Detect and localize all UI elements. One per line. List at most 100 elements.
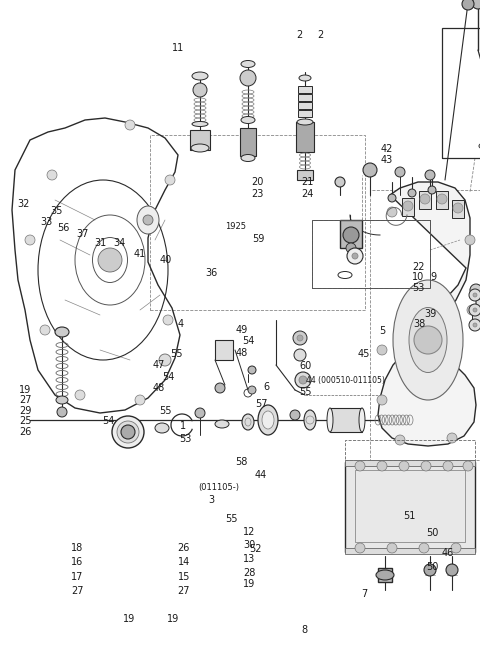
Circle shape	[346, 243, 356, 253]
Circle shape	[121, 425, 135, 439]
Text: 2: 2	[296, 30, 303, 41]
Circle shape	[419, 543, 429, 553]
Text: 6: 6	[263, 382, 269, 392]
Circle shape	[343, 227, 359, 243]
Circle shape	[75, 390, 85, 400]
Circle shape	[414, 326, 442, 354]
Bar	[312, 220, 430, 288]
Circle shape	[25, 235, 35, 245]
Text: 19: 19	[243, 579, 255, 589]
Circle shape	[347, 248, 363, 264]
Ellipse shape	[117, 421, 139, 443]
Text: 24: 24	[301, 188, 314, 199]
Circle shape	[395, 435, 405, 445]
Text: 54: 54	[162, 371, 175, 382]
Text: 53: 53	[412, 283, 424, 293]
Circle shape	[290, 410, 300, 420]
Text: 36: 36	[205, 268, 217, 279]
Circle shape	[447, 433, 457, 443]
Ellipse shape	[297, 119, 313, 125]
Bar	[298, 86, 312, 93]
Text: 2: 2	[317, 30, 324, 41]
Text: 54: 54	[242, 336, 254, 347]
Circle shape	[451, 543, 461, 553]
Text: 26: 26	[19, 426, 32, 437]
Circle shape	[377, 395, 387, 405]
Ellipse shape	[192, 72, 208, 80]
Text: 58: 58	[235, 456, 248, 467]
Text: 59: 59	[252, 234, 265, 245]
Text: 28: 28	[243, 568, 255, 578]
Text: 11: 11	[172, 43, 184, 54]
Bar	[345, 548, 475, 554]
Circle shape	[473, 293, 477, 297]
Bar	[298, 102, 312, 109]
Text: 54: 54	[102, 416, 115, 426]
Circle shape	[355, 461, 365, 471]
Text: 7: 7	[360, 589, 367, 599]
Circle shape	[420, 194, 430, 204]
Text: 47: 47	[153, 360, 165, 370]
Text: 5: 5	[379, 326, 385, 336]
Circle shape	[47, 170, 57, 180]
Ellipse shape	[258, 405, 278, 435]
Circle shape	[163, 315, 173, 325]
Text: 57: 57	[255, 399, 268, 409]
Text: 48: 48	[153, 383, 165, 394]
Text: 60: 60	[300, 361, 312, 371]
Text: 20: 20	[252, 177, 264, 187]
Ellipse shape	[155, 423, 169, 433]
Bar	[472, 308, 480, 322]
Bar	[419, 191, 431, 209]
Text: 41: 41	[134, 249, 146, 259]
Text: 53: 53	[180, 434, 192, 445]
Circle shape	[248, 386, 256, 394]
Ellipse shape	[241, 61, 255, 67]
Text: 9: 9	[430, 272, 436, 283]
Circle shape	[421, 461, 431, 471]
Circle shape	[469, 289, 480, 301]
Bar	[345, 462, 475, 552]
Circle shape	[355, 543, 365, 553]
Bar	[298, 110, 312, 117]
Circle shape	[195, 408, 205, 418]
Text: 51: 51	[403, 511, 416, 521]
Polygon shape	[378, 182, 476, 446]
Ellipse shape	[376, 570, 394, 580]
Text: 22: 22	[412, 262, 424, 272]
Bar	[340, 220, 362, 248]
Ellipse shape	[393, 280, 463, 400]
Text: 40: 40	[160, 255, 172, 266]
Text: 34: 34	[113, 238, 125, 249]
Circle shape	[408, 189, 416, 197]
Text: 29: 29	[19, 405, 32, 416]
Text: 27: 27	[71, 586, 84, 596]
Ellipse shape	[215, 420, 229, 428]
Text: 38: 38	[414, 319, 426, 330]
Circle shape	[469, 319, 480, 331]
Circle shape	[297, 335, 303, 341]
Circle shape	[57, 407, 67, 417]
Text: 32: 32	[17, 199, 29, 209]
Text: 27: 27	[178, 586, 190, 596]
Circle shape	[424, 564, 436, 576]
Circle shape	[294, 349, 306, 361]
Text: 14: 14	[178, 557, 190, 568]
Bar	[355, 470, 465, 542]
Circle shape	[335, 177, 345, 187]
Text: 23: 23	[252, 188, 264, 199]
Circle shape	[462, 0, 474, 10]
Ellipse shape	[409, 307, 447, 373]
Circle shape	[473, 308, 477, 312]
Ellipse shape	[327, 408, 333, 432]
Bar	[215, 340, 233, 360]
Ellipse shape	[191, 144, 209, 152]
Ellipse shape	[56, 396, 68, 404]
Text: 27: 27	[19, 395, 32, 405]
Circle shape	[293, 331, 307, 345]
Text: 15: 15	[178, 572, 190, 582]
Text: 44 (000510-011105): 44 (000510-011105)	[306, 376, 385, 385]
Circle shape	[395, 167, 405, 177]
Text: 12: 12	[243, 526, 255, 537]
Ellipse shape	[242, 414, 254, 430]
